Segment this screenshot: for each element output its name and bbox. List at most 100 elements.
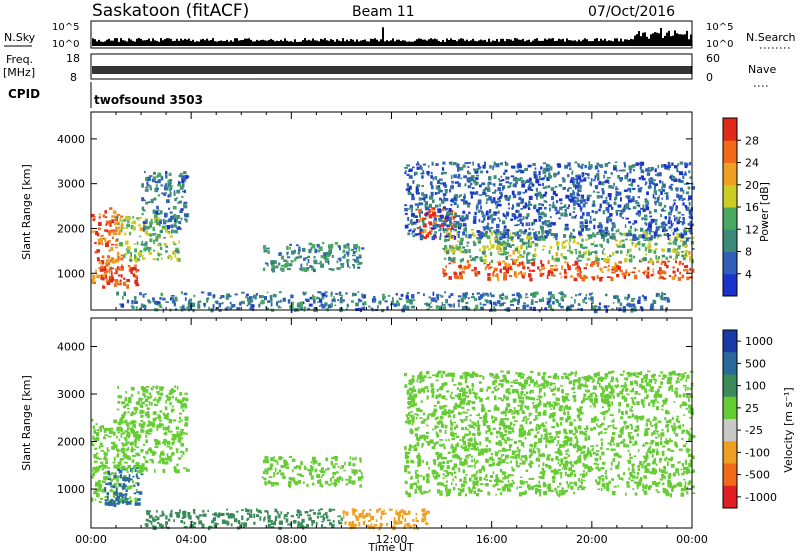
power-cell [689, 162, 692, 166]
power-cell [662, 183, 666, 188]
power-cell [662, 271, 667, 275]
velocity-cell [344, 461, 346, 466]
power-cell [482, 303, 487, 306]
power-cell [317, 262, 321, 265]
power-cell [591, 251, 595, 253]
power-cell [683, 227, 687, 230]
power-cell [109, 208, 112, 210]
power-cell [297, 252, 301, 255]
power-cell [660, 164, 664, 168]
power-cell [120, 303, 125, 308]
power-cell [682, 222, 686, 225]
velocity-cell [133, 484, 136, 488]
power-cell [258, 303, 261, 308]
power-cell [570, 304, 575, 308]
velocity-cell [413, 413, 418, 415]
power-cell [110, 246, 114, 251]
freq-label-line1: Freq. [6, 53, 33, 66]
power-cell [167, 179, 171, 184]
power-cell [539, 274, 542, 277]
power-cell [641, 257, 644, 261]
power-cell [454, 212, 457, 217]
power-cell [259, 295, 261, 299]
power-cell [287, 256, 291, 259]
power-cell [246, 304, 249, 307]
power-cell [675, 249, 679, 254]
power-cell [109, 279, 113, 283]
power-cell [606, 238, 610, 243]
power-cell [466, 177, 469, 182]
velocity-cell [126, 486, 130, 488]
power-cell [467, 203, 470, 206]
power-cell [322, 242, 325, 245]
power-cell [421, 185, 424, 187]
power-cell [433, 234, 437, 237]
power-cell [180, 208, 184, 211]
power-cell [108, 232, 111, 236]
power-cell [531, 222, 533, 226]
power-cell [516, 263, 520, 267]
velocity-cell [320, 470, 324, 474]
power-cell [260, 295, 264, 298]
power-cell [145, 225, 149, 230]
power-cell [557, 164, 562, 168]
velocity-cell [181, 437, 184, 440]
power-cell [566, 261, 569, 267]
power-cell [640, 175, 644, 179]
velocity-cell [410, 389, 414, 394]
power-cell [470, 228, 475, 231]
power-cell [644, 253, 647, 256]
power-cell [145, 201, 149, 204]
power-cell [169, 235, 173, 238]
velocity-cell [91, 418, 94, 422]
velocity-cell [172, 451, 175, 455]
power-cell [185, 218, 188, 223]
velocity-cell [127, 464, 131, 469]
power-cell [327, 260, 330, 265]
power-cell [450, 245, 454, 248]
power-cell [361, 306, 366, 311]
power-cell [414, 203, 419, 206]
power-cell [150, 198, 154, 204]
power-cell [482, 245, 487, 249]
power-cell [141, 197, 145, 202]
power-cell [169, 297, 172, 301]
velocity-cell [126, 471, 129, 473]
power-y-axis-label: Slant Range [km] [20, 164, 33, 260]
power-cell [688, 201, 691, 206]
velocity-cell [482, 376, 485, 380]
power-cell [668, 226, 672, 229]
velocity-cell [464, 371, 468, 376]
power-cell [451, 180, 454, 184]
velocity-cell [94, 469, 98, 473]
velocity-cell [103, 436, 106, 440]
velocity-cell [275, 482, 279, 486]
power-cell [483, 254, 487, 258]
power-cell [453, 174, 457, 179]
power-cell [550, 221, 553, 224]
power-cell [611, 235, 616, 240]
velocity-cell [577, 385, 582, 390]
velocity-cell [276, 461, 279, 465]
power-cell [565, 194, 570, 199]
power-cell [475, 274, 478, 277]
power-cell [283, 259, 288, 262]
power-cell [101, 242, 104, 245]
power-cell [521, 199, 524, 204]
power-cell [615, 211, 618, 216]
power-cell [457, 176, 460, 179]
velocity-cell [270, 457, 275, 462]
power-cell [241, 300, 245, 304]
power-cell [474, 256, 479, 259]
velocity-cell [128, 397, 132, 401]
velocity-cell [101, 463, 104, 468]
power-cell [556, 268, 559, 271]
power-cell [354, 244, 359, 249]
power-cell [536, 236, 539, 240]
power-cell [155, 221, 158, 226]
power-cell [313, 260, 317, 263]
power-cell [502, 179, 505, 181]
power-cell [613, 201, 617, 206]
power-cell [327, 304, 332, 309]
power-cell [605, 308, 608, 313]
